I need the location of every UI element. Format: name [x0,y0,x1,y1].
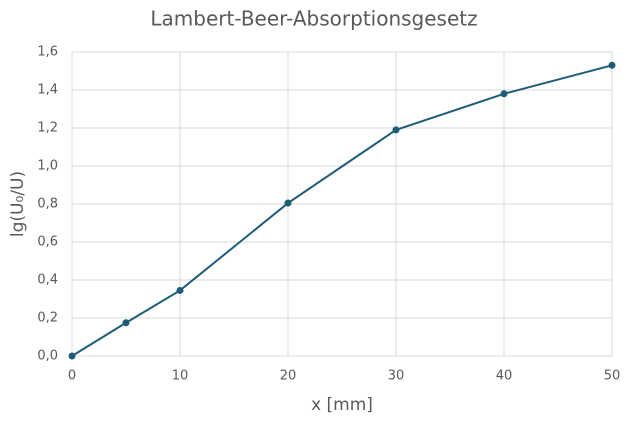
y-tick-label: 1,2 [37,121,58,136]
y-tick-label: 0,4 [37,273,58,288]
x-tick-label: 20 [280,369,297,384]
x-tick-label: 30 [388,369,405,384]
data-point [284,199,292,207]
y-axis-label: lg(U₀/U) [8,171,28,237]
y-tick-label: 0,0 [37,349,58,364]
data-point [392,126,400,134]
data-point [68,352,76,360]
y-tick-label: 0,8 [37,197,58,212]
series-line [71,64,613,357]
x-tick-label: 10 [172,369,189,384]
data-point [500,90,508,98]
data-point [608,61,616,69]
x-tick-label: 0 [68,369,76,384]
y-tick-label: 1,0 [37,159,58,174]
x-axis-label: x [mm] [311,395,373,415]
y-tick-label: 1,6 [37,45,58,60]
data-point [122,319,130,327]
chart-title: Lambert-Beer-Absorptionsgesetz [150,7,477,31]
data-point [176,286,184,294]
y-tick-label: 0,2 [37,311,58,326]
y-tick-label: 0,6 [37,235,58,250]
y-tick-label: 1,4 [37,83,58,98]
x-tick-label: 50 [604,369,621,384]
x-tick-label: 40 [496,369,513,384]
